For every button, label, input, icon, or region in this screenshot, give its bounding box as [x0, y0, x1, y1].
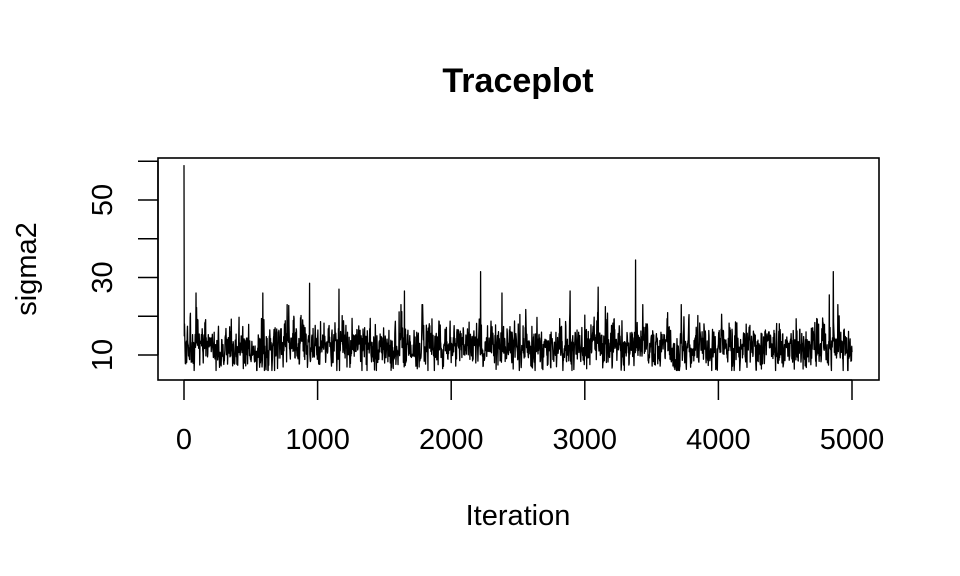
- x-tick-label: 0: [176, 424, 192, 456]
- x-tick-label: 3000: [553, 424, 618, 456]
- x-axis-label: Iteration: [466, 500, 571, 532]
- x-tick-label: 1000: [285, 424, 350, 456]
- x-tick-label: 4000: [686, 424, 751, 456]
- y-tick-label: 50: [87, 184, 119, 216]
- x-tick-label: 2000: [419, 424, 484, 456]
- trace-layer: [183, 165, 853, 372]
- y-axis-label: sigma2: [11, 222, 43, 316]
- x-tick-label: 5000: [820, 424, 885, 456]
- y-axis: 10 30 50: [87, 160, 159, 371]
- y-tick-label: 30: [87, 261, 119, 293]
- y-tick-label: 10: [87, 339, 119, 371]
- x-axis: 0 1000 2000 3000 4000 5000: [176, 379, 885, 456]
- sigma2-trace-line: [183, 165, 853, 372]
- chart-title: Traceplot: [442, 62, 593, 100]
